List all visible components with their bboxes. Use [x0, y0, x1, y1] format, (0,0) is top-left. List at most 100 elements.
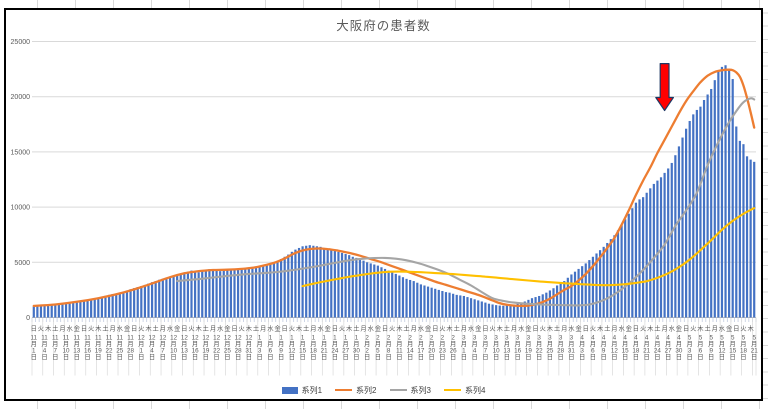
- line-series3[interactable]: [176, 97, 756, 307]
- svg-text:水: 水: [719, 324, 726, 333]
- svg-text:土: 土: [454, 324, 460, 333]
- legend-item-series3[interactable]: 系列3: [389, 385, 431, 396]
- svg-text:木: 木: [747, 324, 754, 333]
- svg-text:10000: 10000: [11, 205, 31, 212]
- red-down-arrow[interactable]: [655, 62, 675, 112]
- legend-item-series1[interactable]: 系列1: [281, 385, 322, 396]
- svg-text:土: 土: [253, 324, 259, 333]
- svg-text:土: 土: [52, 324, 58, 333]
- legend: 系列1 系列2 系列3 系列4: [6, 383, 761, 397]
- bars-series1[interactable]: [32, 65, 756, 318]
- svg-text:月: 月: [561, 325, 567, 333]
- svg-text:火: 火: [239, 326, 246, 333]
- svg-text:月: 月: [360, 325, 366, 333]
- svg-text:火: 火: [389, 326, 396, 333]
- svg-text:日: 日: [31, 325, 37, 333]
- svg-text:水: 水: [217, 324, 224, 333]
- x-dow-labels: 日火木土月水金日火木土月水金日火木土月水金日火木土月水金日火木土月水金日火木土月…: [31, 324, 755, 333]
- svg-text:水: 水: [568, 324, 575, 333]
- svg-text:木: 木: [45, 324, 52, 333]
- line-series2[interactable]: [32, 68, 756, 308]
- x-label-separators: [31, 317, 757, 376]
- svg-text:月: 月: [310, 325, 316, 333]
- legend-item-series4[interactable]: 系列4: [443, 385, 485, 396]
- svg-text:木: 木: [246, 324, 253, 333]
- svg-text:木: 木: [145, 324, 152, 333]
- svg-text:水: 水: [518, 324, 525, 333]
- svg-text:0: 0: [26, 315, 30, 322]
- svg-text:金: 金: [475, 324, 482, 333]
- legend-label: 系列2: [356, 385, 377, 395]
- svg-text:木: 木: [296, 324, 303, 333]
- svg-text:土: 土: [353, 324, 359, 333]
- svg-text:日: 日: [131, 325, 137, 333]
- svg-text:日: 日: [432, 325, 438, 333]
- svg-text:金: 金: [74, 324, 81, 333]
- spreadsheet-bottom-gridlines: [0, 401, 768, 409]
- svg-text:木: 木: [697, 324, 704, 333]
- svg-text:水: 水: [618, 324, 625, 333]
- series3-line-swatch-icon: [389, 388, 407, 392]
- svg-text:火: 火: [640, 326, 647, 333]
- svg-text:木: 木: [647, 324, 654, 333]
- svg-text:日: 日: [532, 325, 538, 333]
- spreadsheet-top-gridlines: [0, 0, 768, 8]
- svg-text:水: 水: [418, 324, 425, 333]
- series2-line-swatch-icon: [335, 388, 353, 392]
- svg-text:火: 火: [88, 326, 95, 333]
- svg-text:月: 月: [712, 325, 718, 333]
- svg-text:日: 日: [382, 325, 388, 333]
- svg-text:日: 日: [181, 325, 187, 333]
- chart-object[interactable]: 0 5000 10000 15000 20000 25000 日火木土月水金日火木土月水金日…: [4, 8, 763, 401]
- svg-text:日: 日: [633, 325, 639, 333]
- chart-title[interactable]: 大阪府の患者数: [336, 19, 431, 33]
- svg-text:土: 土: [554, 324, 560, 333]
- svg-text:水: 水: [66, 324, 73, 333]
- svg-text:月: 月: [611, 325, 617, 333]
- line-series4[interactable]: [301, 207, 756, 288]
- svg-text:月: 月: [411, 325, 417, 333]
- x-date-labels: 11 月 1 日11 月 4 日11 月 7 日11 月 10 日11 月 13 日11 月 16 日11 月 19 日1…: [31, 335, 759, 362]
- legend-item-series2[interactable]: 系列2: [335, 385, 377, 396]
- svg-text:金: 金: [525, 324, 532, 333]
- svg-text:火: 火: [38, 326, 45, 333]
- svg-text:土: 土: [604, 324, 610, 333]
- svg-text:月: 月: [59, 325, 65, 333]
- svg-text:土: 土: [203, 324, 209, 333]
- svg-text:水: 水: [267, 324, 274, 333]
- svg-text:日: 日: [81, 325, 87, 333]
